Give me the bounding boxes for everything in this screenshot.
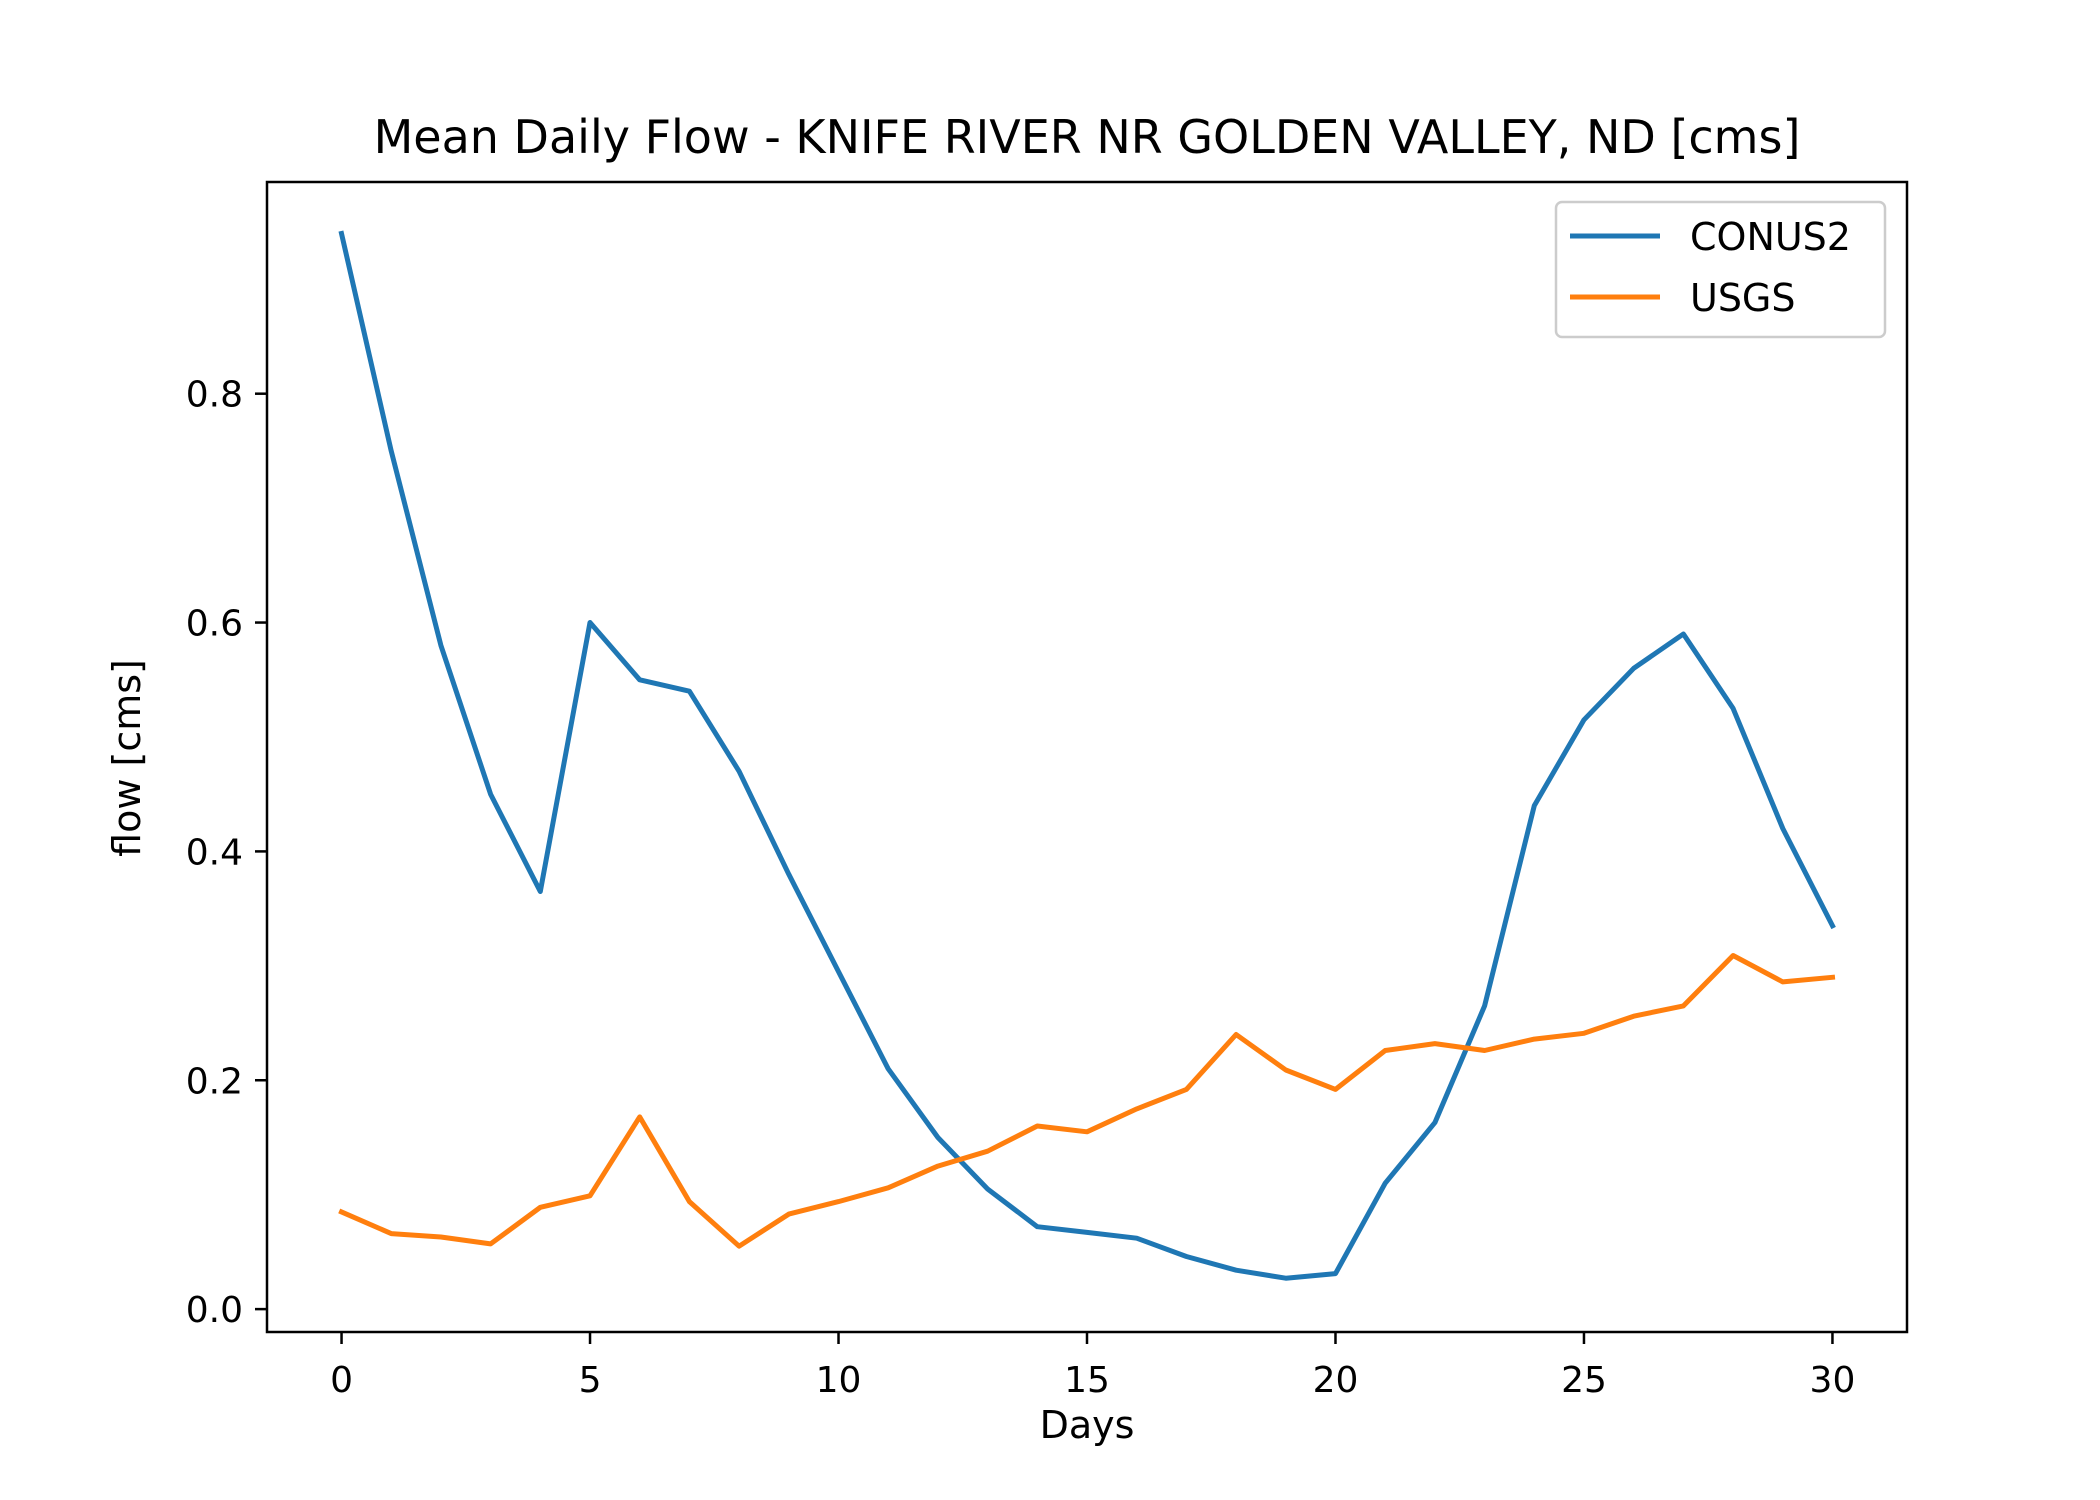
x-tick-label: 25 [1561,1360,1607,1401]
y-tick-label: 0.2 [186,1061,243,1102]
y-axis-label: flow [cms] [105,659,149,857]
y-tick-label: 0.4 [186,832,243,873]
y-tick-label: 0.0 [186,1290,243,1331]
plot-lines [338,230,1836,1281]
plot-frame [265,180,1909,1334]
y-tick-label: 0.8 [186,375,243,416]
x-tick-label: 15 [1064,1360,1110,1401]
y-axis-ticks: 0.0 0.2 0.4 0.6 0.8 [186,375,267,1331]
x-tick-label: 0 [330,1360,353,1401]
x-tick-label: 10 [816,1360,862,1401]
legend-label-usgs: USGS [1690,276,1796,320]
x-tick-label: 30 [1810,1360,1856,1401]
y-tick-label: 0.6 [186,604,243,645]
chart-title: Mean Daily Flow - KNIFE RIVER NR GOLDEN … [374,110,1801,164]
x-axis-label: Days [1040,1403,1135,1447]
legend: CONUS2 USGS [1554,200,1887,339]
x-tick-label: 20 [1313,1360,1359,1401]
series-line-conus2 [338,230,1836,1281]
x-axis-ticks: 0 5 10 15 20 25 30 [330,1332,1855,1401]
series-line-usgs [338,953,1836,1249]
x-tick-label: 5 [579,1360,602,1401]
legend-label-conus2: CONUS2 [1690,215,1851,259]
